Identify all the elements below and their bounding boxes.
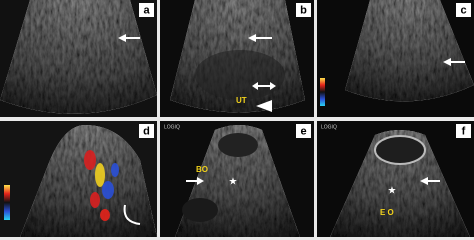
panel-label: e: [300, 125, 306, 137]
annotation: UT: [236, 96, 247, 105]
star-marker: ★: [388, 186, 397, 197]
device-label: LOGIQ: [321, 124, 337, 130]
panel-label: d: [143, 125, 150, 137]
panel-label: b: [300, 4, 307, 16]
panel-a: a: [0, 0, 157, 117]
panel-label: c: [460, 4, 466, 16]
panel-b: UT b: [160, 0, 314, 117]
device-label: LOGIQ: [164, 124, 180, 130]
panel-f: LOGIQ ★ E O f: [317, 121, 474, 237]
annotation: E O: [380, 208, 394, 217]
star-marker: ★: [229, 177, 238, 188]
panel-c: c: [317, 0, 474, 117]
panel-d: d: [0, 121, 157, 237]
panel-label: a: [143, 4, 150, 16]
panel-label: f: [462, 125, 466, 137]
annotation: BO: [196, 165, 208, 174]
panel-e: LOGIQ BO ★ e: [160, 121, 314, 237]
